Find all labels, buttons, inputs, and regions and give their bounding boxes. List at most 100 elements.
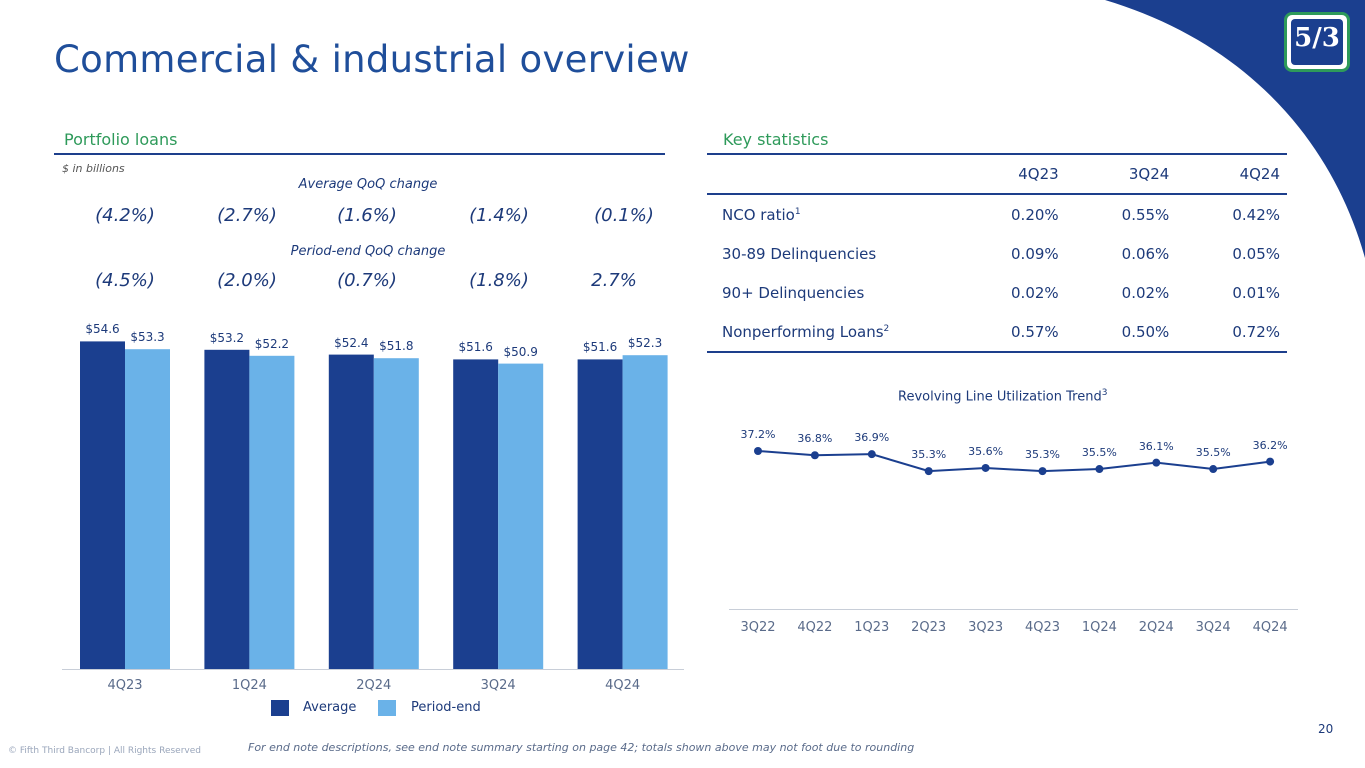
utilization-point: [1266, 457, 1275, 466]
table-cell: 0.20%: [1011, 205, 1059, 224]
avg-qoq-change: (4.2%): [95, 205, 155, 226]
legend-swatch-period-end: [378, 700, 396, 716]
bar-data-label: $52.3: [627, 336, 663, 351]
stats-section-title: Key statistics: [723, 130, 829, 149]
avg-qoq-caption: Average QoQ change: [298, 177, 438, 192]
pe-qoq-change: 2.7%: [591, 270, 637, 291]
portfolio-section-title: Portfolio loans: [64, 130, 178, 149]
footnote: For end note descriptions, see end note …: [248, 741, 915, 754]
x-tick-label: 4Q23: [107, 678, 143, 693]
table-row: 90+ Delinquencies 0.02% 0.02% 0.01%: [707, 273, 1287, 312]
bar-data-label: $51.8: [379, 339, 414, 354]
point-data-label: 37.2%: [740, 428, 776, 441]
utilization-point: [1095, 465, 1104, 474]
row-label-text: NCO ratio: [722, 205, 795, 224]
x-tick-label: 2Q23: [911, 620, 947, 635]
revolver-chart-title: Revolving Line Utilization Trend3: [898, 388, 1107, 404]
bar-data-label: $51.6: [458, 340, 493, 355]
point-data-label: 35.5%: [1195, 446, 1231, 460]
pe-qoq-change: (4.5%): [95, 270, 155, 291]
bar-data-label: $52.4: [334, 335, 369, 350]
table-cell: 0.01%: [1232, 283, 1280, 302]
logo: 5/3: [1284, 12, 1350, 72]
x-tick-label: 3Q24: [1195, 620, 1231, 635]
table-cell: 0.55%: [1121, 205, 1170, 224]
table-row: Nonperforming Loans2 0.57% 0.50% 0.72%: [707, 312, 1287, 353]
bar-data-label: $52.2: [254, 336, 290, 351]
avg-qoq-change: (0.1%): [594, 205, 654, 226]
row-label-text: Nonperforming Loans: [722, 322, 884, 341]
utilization-point: [867, 450, 876, 459]
pe-qoq-change: (2.0%): [217, 270, 277, 291]
line-chart-svg: [729, 447, 1298, 610]
table-cell: 0.06%: [1121, 244, 1170, 263]
bar-period-end: [125, 349, 170, 669]
table-cell: 0.50%: [1058, 312, 1170, 353]
table-header-cell: 3Q24: [1058, 155, 1170, 195]
point-data-label: 35.6%: [968, 444, 1004, 458]
avg-qoq-change: (1.4%): [469, 205, 529, 226]
x-tick-label: 4Q24: [605, 678, 641, 693]
point-data-label: 36.8%: [797, 432, 833, 446]
bar-data-label: $53.2: [209, 330, 245, 345]
table-cell: 0.57%: [948, 312, 1059, 353]
footnote-ref: 3: [1101, 388, 1108, 398]
bar-data-label: $50.9: [503, 344, 538, 359]
portfolio-rule: [54, 153, 665, 155]
row-label: NCO ratio1: [707, 194, 948, 234]
x-tick-label: 4Q22: [797, 620, 833, 635]
row-label-text: 30-89 Delinquencies: [722, 244, 877, 263]
utilization-point: [1038, 467, 1047, 476]
copyright: © Fifth Third Bancorp | All Rights Reser…: [8, 746, 201, 756]
point-data-label: 35.3%: [911, 448, 947, 462]
bar-average: [328, 354, 374, 669]
row-label: 90+ Delinquencies: [707, 273, 948, 312]
bar-period-end: [249, 355, 295, 669]
point-data-label: 35.3%: [1025, 448, 1060, 462]
bar-average: [453, 359, 499, 669]
table-cell: 0.42%: [1232, 205, 1280, 224]
bar-average: [80, 341, 125, 669]
table-row: NCO ratio1 0.20% 0.55% 0.42%: [707, 194, 1287, 234]
bar-chart-svg: [62, 341, 684, 670]
table-header-blank: [707, 155, 949, 195]
row-label: Nonperforming Loans2: [707, 312, 949, 353]
table-header-cell: 4Q23: [948, 155, 1059, 195]
pe-qoq-change: (1.8%): [469, 270, 529, 291]
page-number: 20: [1318, 722, 1334, 736]
utilization-line: [757, 450, 1271, 473]
point-data-label: 35.5%: [1081, 446, 1117, 460]
table-row: 30-89 Delinquencies 0.09% 0.06% 0.05%: [707, 234, 1287, 273]
revolver-title-text: Revolving Line Utilization Trend: [898, 389, 1102, 405]
table-cell: 0.02%: [1121, 283, 1170, 302]
x-tick-label: 1Q24: [231, 678, 267, 693]
table-header-row: 4Q23 3Q24 4Q24: [707, 155, 1287, 195]
bar-data-label: $53.3: [130, 330, 165, 345]
x-tick-label: 2Q24: [356, 678, 392, 693]
bar-period-end: [498, 363, 544, 669]
utilization-point: [924, 467, 933, 476]
page-title: Commercial & industrial overview: [54, 38, 690, 81]
x-tick-label: 2Q24: [1138, 620, 1174, 635]
bar-period-end: [622, 355, 668, 669]
pe-qoq-caption: Period-end QoQ change: [290, 244, 446, 259]
revolver-line-chart: 37.2% 3Q22 36.8% 4Q22 36.9% 1Q23 35.3% 2Q23 35.6…: [729, 428, 1298, 635]
x-tick-label: 1Q23: [854, 620, 890, 635]
x-tick-label: 4Q23: [1024, 620, 1061, 635]
point-data-label: 36.2%: [1252, 438, 1288, 452]
x-tick-label: 3Q22: [740, 620, 776, 635]
point-data-label: 36.9%: [854, 431, 890, 445]
table-cell: 0.05%: [1232, 244, 1280, 263]
point-data-label: 36.1%: [1138, 439, 1174, 453]
bar-average: [577, 359, 623, 669]
utilization-point: [1152, 458, 1161, 467]
stats-top-rule: [707, 153, 1287, 155]
pe-qoq-change: (0.7%): [337, 270, 397, 291]
key-statistics-table: 4Q23 3Q24 4Q24 NCO ratio1 0.20% 0.55% 0.…: [707, 155, 1287, 353]
portfolio-bar-chart: $54.6 $53.3 4Q23 $53.2 $52.2 1Q24 $52.4 $51.8 2Q…: [0, 0, 700, 700]
x-tick-label: 3Q24: [480, 678, 516, 693]
logo-mark: 5/3: [1294, 23, 1340, 53]
bar-average: [204, 349, 250, 669]
utilization-point: [1209, 465, 1218, 474]
utilization-point: [981, 463, 990, 472]
